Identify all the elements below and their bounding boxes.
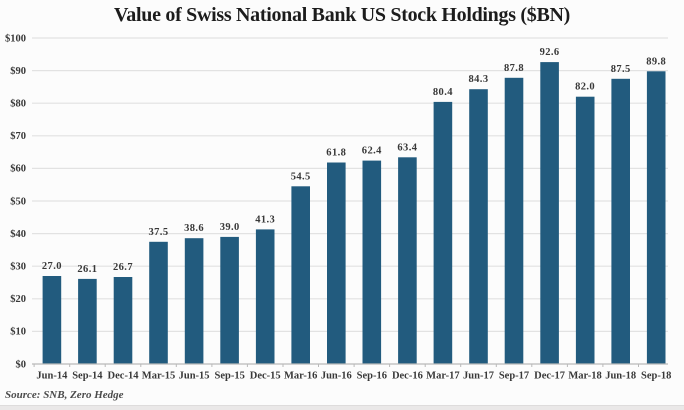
svg-text:Dec-17: Dec-17	[534, 371, 565, 382]
svg-text:26.1: 26.1	[77, 264, 97, 275]
svg-text:Sep-17: Sep-17	[499, 371, 529, 382]
svg-text:61.8: 61.8	[326, 148, 346, 159]
svg-text:27.0: 27.0	[42, 261, 62, 272]
svg-text:$40: $40	[10, 229, 26, 240]
svg-text:Jun-14: Jun-14	[36, 371, 68, 382]
svg-text:Dec-16: Dec-16	[392, 371, 423, 382]
svg-text:$10: $10	[10, 327, 26, 338]
svg-text:Sep-15: Sep-15	[215, 371, 245, 382]
svg-text:$50: $50	[10, 196, 26, 207]
svg-text:Jun-18: Jun-18	[605, 371, 636, 382]
svg-text:Sep-14: Sep-14	[72, 371, 103, 382]
svg-text:$90: $90	[10, 66, 26, 77]
svg-text:$20: $20	[10, 294, 26, 305]
svg-text:Sep-18: Sep-18	[641, 371, 671, 382]
svg-text:Jun-17: Jun-17	[463, 371, 494, 382]
svg-text:84.3: 84.3	[469, 74, 489, 85]
svg-text:41.3: 41.3	[255, 214, 275, 225]
svg-text:80.4: 80.4	[433, 87, 453, 98]
svg-text:92.6: 92.6	[540, 47, 560, 58]
svg-text:Dec-14: Dec-14	[108, 371, 140, 382]
svg-text:Jun-16: Jun-16	[321, 371, 352, 382]
svg-text:62.4: 62.4	[362, 146, 382, 157]
svg-text:89.8: 89.8	[646, 56, 666, 67]
svg-text:39.0: 39.0	[220, 222, 240, 233]
svg-text:63.4: 63.4	[397, 142, 417, 153]
svg-text:Dec-15: Dec-15	[250, 371, 281, 382]
svg-text:87.5: 87.5	[611, 64, 631, 75]
svg-text:Mar-17: Mar-17	[426, 371, 459, 382]
svg-text:Sep-16: Sep-16	[357, 371, 387, 382]
svg-text:$70: $70	[10, 131, 26, 142]
svg-text:$60: $60	[10, 164, 26, 175]
svg-text:Mar-15: Mar-15	[142, 371, 175, 382]
svg-text:$30: $30	[10, 262, 26, 273]
svg-text:$0: $0	[16, 359, 27, 370]
svg-text:Mar-18: Mar-18	[568, 371, 601, 382]
svg-text:54.5: 54.5	[291, 171, 311, 182]
svg-text:38.6: 38.6	[184, 223, 204, 234]
svg-text:37.5: 37.5	[149, 227, 169, 238]
svg-text:82.0: 82.0	[575, 82, 595, 93]
svg-text:87.8: 87.8	[504, 63, 524, 74]
svg-text:$80: $80	[10, 99, 26, 110]
svg-text:$100: $100	[5, 33, 26, 44]
svg-text:Mar-16: Mar-16	[284, 371, 317, 382]
svg-text:26.7: 26.7	[113, 262, 133, 273]
svg-text:Jun-15: Jun-15	[179, 371, 210, 382]
